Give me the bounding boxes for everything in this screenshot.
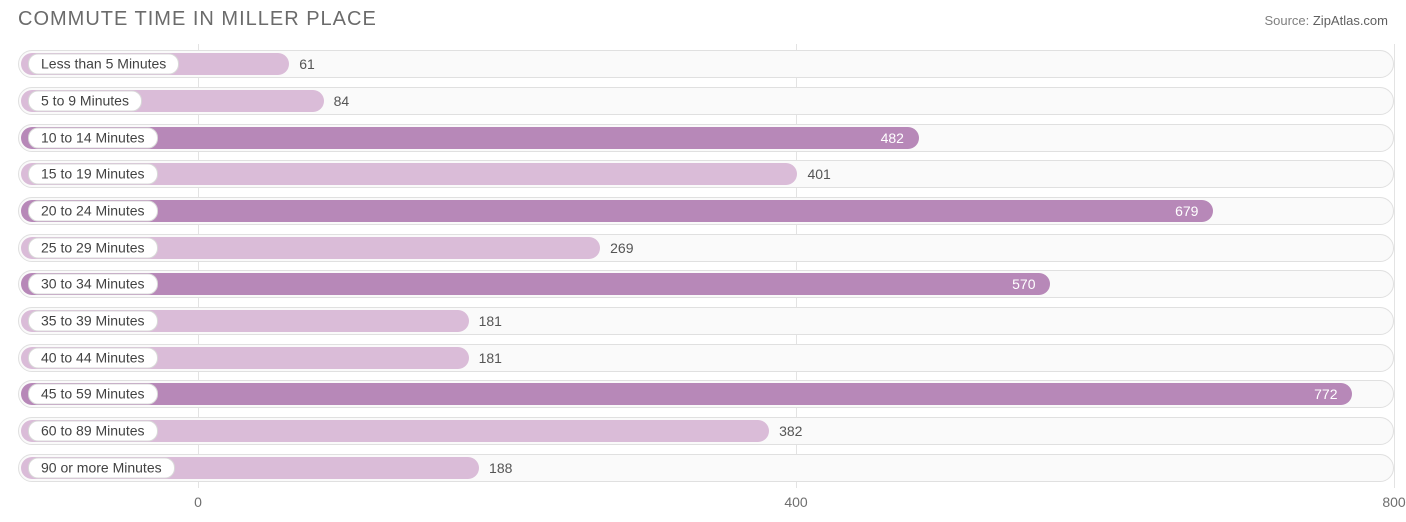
value-label: 269 — [610, 240, 633, 256]
source-prefix: Source: — [1264, 13, 1312, 28]
value-label: 401 — [807, 166, 830, 182]
chart-area: Less than 5 Minutes 61 5 to 9 Minutes 84 10 … — [18, 44, 1394, 488]
bar-fill — [21, 200, 1213, 222]
category-pill: 5 to 9 Minutes — [28, 90, 142, 111]
bar-row: 40 to 44 Minutes 181 — [18, 344, 1394, 372]
category-pill: 30 to 34 Minutes — [28, 274, 158, 295]
bar-row: 60 to 89 Minutes 382 — [18, 417, 1394, 445]
bar-row: 5 to 9 Minutes 84 — [18, 87, 1394, 115]
value-label: 570 — [1012, 276, 1035, 292]
value-label: 84 — [334, 93, 350, 109]
bar-row: 45 to 59 Minutes 772 — [18, 380, 1394, 408]
value-label: 679 — [1175, 203, 1198, 219]
category-pill: 40 to 44 Minutes — [28, 347, 158, 368]
category-pill: 45 to 59 Minutes — [28, 384, 158, 405]
bar-row: 35 to 39 Minutes 181 — [18, 307, 1394, 335]
value-label: 61 — [299, 56, 315, 72]
value-label: 188 — [489, 460, 512, 476]
x-tick: 400 — [784, 494, 807, 510]
value-label: 772 — [1314, 386, 1337, 402]
source-site: ZipAtlas.com — [1313, 13, 1388, 28]
bar-row: 10 to 14 Minutes 482 — [18, 124, 1394, 152]
category-pill: 20 to 24 Minutes — [28, 200, 158, 221]
bar-row: 25 to 29 Minutes 269 — [18, 234, 1394, 262]
category-pill: 35 to 39 Minutes — [28, 310, 158, 331]
x-axis: 0400800 — [18, 494, 1394, 514]
category-pill: 90 or more Minutes — [28, 457, 175, 478]
header: COMMUTE TIME IN MILLER PLACE Source: Zip… — [0, 0, 1406, 31]
bar-fill — [21, 383, 1352, 405]
source-attribution: Source: ZipAtlas.com — [1264, 13, 1388, 28]
bar-row: 90 or more Minutes 188 — [18, 454, 1394, 482]
bar-row: 30 to 34 Minutes 570 — [18, 270, 1394, 298]
bars-container: Less than 5 Minutes 61 5 to 9 Minutes 84 10 … — [18, 44, 1394, 488]
category-pill: 60 to 89 Minutes — [28, 420, 158, 441]
bar-row: 20 to 24 Minutes 679 — [18, 197, 1394, 225]
value-label: 482 — [881, 130, 904, 146]
chart-title: COMMUTE TIME IN MILLER PLACE — [18, 8, 377, 31]
gridline — [1394, 44, 1395, 488]
value-label: 382 — [779, 423, 802, 439]
bar-fill — [21, 273, 1050, 295]
category-pill: 10 to 14 Minutes — [28, 127, 158, 148]
value-label: 181 — [479, 350, 502, 366]
bar-row: 15 to 19 Minutes 401 — [18, 160, 1394, 188]
category-pill: Less than 5 Minutes — [28, 54, 179, 75]
category-pill: 25 to 29 Minutes — [28, 237, 158, 258]
bar-row: Less than 5 Minutes 61 — [18, 50, 1394, 78]
x-tick: 0 — [194, 494, 202, 510]
category-pill: 15 to 19 Minutes — [28, 164, 158, 185]
value-label: 181 — [479, 313, 502, 329]
x-tick: 800 — [1382, 494, 1405, 510]
